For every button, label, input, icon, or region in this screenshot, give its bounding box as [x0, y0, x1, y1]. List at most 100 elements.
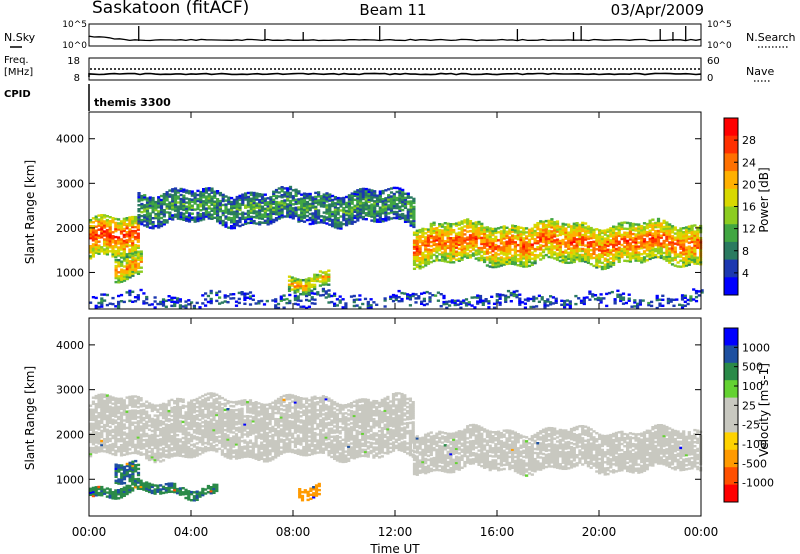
- data-cell: [206, 424, 211, 428]
- data-cell: [617, 230, 621, 234]
- data-cell: [128, 240, 132, 243]
- data-cell: [424, 248, 428, 251]
- data-cell: [572, 252, 576, 256]
- data-cell: [117, 411, 121, 415]
- data-cell: [502, 235, 506, 238]
- data-cell: [209, 434, 213, 437]
- data-cell: [488, 239, 492, 242]
- data-cell: [184, 405, 188, 408]
- data-cell: [178, 306, 183, 309]
- data-cell: [564, 241, 568, 244]
- data-cell: [134, 259, 138, 262]
- data-cell: [305, 214, 310, 218]
- data-cell: [97, 424, 101, 427]
- data-cell: [665, 251, 669, 254]
- data-cell: [252, 201, 256, 205]
- data-cell: [683, 300, 687, 304]
- data-cell: [117, 281, 121, 284]
- data-cell: [582, 298, 586, 302]
- data-cell: [128, 254, 132, 257]
- data-cell: [255, 216, 259, 219]
- data-cell: [474, 241, 478, 244]
- data-cell: [483, 232, 487, 236]
- data-cell: [468, 242, 473, 245]
- data-cell: [187, 204, 192, 207]
- data-cell: [477, 252, 481, 256]
- data-cell: [478, 298, 483, 302]
- cpid-program: themis 3300: [94, 96, 171, 109]
- data-cell: [426, 236, 431, 239]
- data-cell: [488, 257, 492, 260]
- data-cell: [418, 251, 422, 254]
- data-cell: [184, 421, 188, 424]
- data-cell: [89, 249, 93, 252]
- data-cell: [550, 248, 554, 251]
- data-cell: [114, 429, 118, 432]
- data-cell: [252, 219, 256, 223]
- data-cell: [654, 221, 658, 225]
- data-cell: [153, 460, 157, 464]
- data-cell: [143, 196, 147, 199]
- data-cell: [232, 198, 237, 202]
- data-cell: [544, 245, 548, 249]
- data-cell: [122, 439, 126, 442]
- data-cell: [304, 286, 308, 289]
- data-cell: [314, 205, 318, 209]
- data-cell: [623, 253, 627, 256]
- data-cell: [662, 239, 666, 243]
- data-cell: [532, 299, 536, 303]
- data-cell: [204, 197, 209, 200]
- data-cell: [600, 261, 605, 265]
- data-cell: [89, 245, 93, 248]
- data-cell: [227, 196, 231, 199]
- data-cell: [299, 299, 303, 303]
- data-cell: [384, 197, 388, 200]
- data-cell: [668, 227, 672, 230]
- data-cell: [279, 299, 283, 302]
- data-cell: [125, 231, 129, 234]
- data-cell: [209, 392, 213, 395]
- data-cell: [581, 259, 585, 263]
- data-cell: [105, 432, 110, 436]
- data-cell: [359, 208, 363, 211]
- data-cell: [550, 254, 554, 257]
- data-cell: [230, 217, 234, 220]
- data-cell: [499, 246, 504, 249]
- data-cell: [143, 220, 147, 223]
- data-cell: [460, 242, 464, 245]
- data-cell: [167, 420, 171, 423]
- data-cell: [136, 410, 140, 413]
- data-cell: [94, 245, 98, 249]
- data-cell: [525, 231, 529, 234]
- data-cell: [89, 448, 93, 452]
- data-cell: [558, 233, 562, 237]
- data-cell: [398, 189, 402, 192]
- data-cell: [536, 232, 540, 235]
- data-cell: [209, 404, 213, 407]
- data-cell: [392, 212, 396, 216]
- data-cell: [397, 289, 401, 293]
- colorbar-swatch: [724, 206, 738, 225]
- data-cell: [301, 291, 306, 294]
- data-cell: [119, 224, 124, 227]
- data-cell: [356, 193, 360, 196]
- data-cell: [89, 247, 93, 250]
- data-cell: [150, 435, 154, 439]
- data-cell: [395, 212, 399, 216]
- data-cell: [237, 291, 241, 295]
- data-cell: [274, 219, 279, 222]
- data-cell: [620, 249, 624, 253]
- data-cell: [651, 248, 655, 252]
- data-cell: [589, 231, 593, 234]
- data-cell: [373, 212, 377, 215]
- data-cell: [125, 235, 129, 238]
- data-cell: [426, 254, 431, 257]
- data-cell: [438, 223, 442, 226]
- data-cell: [488, 235, 492, 238]
- data-cell: [569, 231, 574, 234]
- data-cell: [617, 254, 621, 258]
- data-cell: [659, 256, 663, 259]
- data-cell: [213, 194, 217, 197]
- data-cell: [142, 431, 146, 434]
- data-cell: [654, 243, 658, 247]
